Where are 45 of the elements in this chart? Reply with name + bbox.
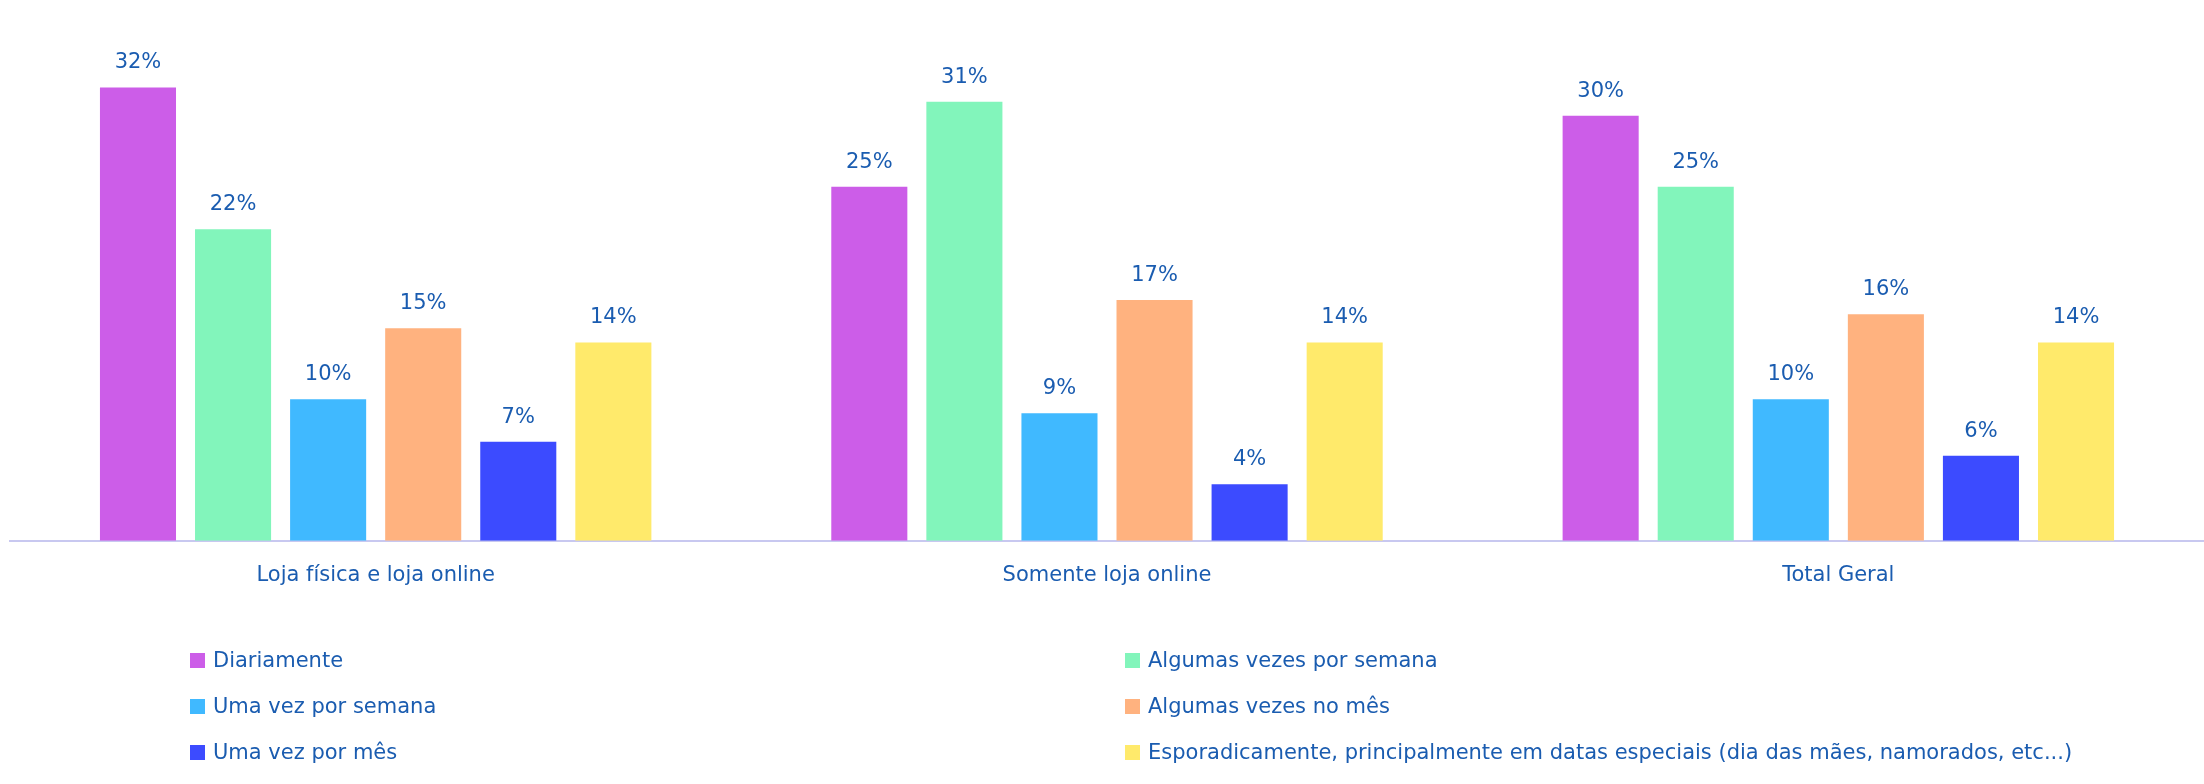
bar <box>1657 186 1734 541</box>
data-label: 14% <box>590 304 637 329</box>
bar <box>575 342 652 541</box>
data-label: 7% <box>501 403 535 428</box>
data-label: 30% <box>1577 77 1624 102</box>
bar <box>1116 299 1193 541</box>
data-label: 10% <box>304 361 352 386</box>
bar <box>480 441 557 541</box>
bar <box>1306 342 1383 541</box>
data-label: 32% <box>114 49 162 74</box>
legend-label: Algumas vezes por semana <box>1148 648 1438 672</box>
bar <box>195 229 272 541</box>
bar <box>290 399 367 541</box>
data-label: 4% <box>1232 446 1267 471</box>
bar <box>1752 399 1829 541</box>
data-label: 16% <box>1862 276 1910 301</box>
x-tick-label: Somente loja online <box>1002 561 1212 586</box>
bar <box>831 186 908 541</box>
data-label: 6% <box>1964 417 1998 442</box>
data-label: 17% <box>1131 261 1178 286</box>
legend-label: Esporadicamente, principalmente em datas especiais (dia das mães, namorados, etc...) <box>1148 740 2073 764</box>
x-tick-label: Loja física e loja online <box>256 561 495 586</box>
bar <box>1021 413 1098 541</box>
legend-label: Diariamente <box>213 648 344 672</box>
x-tick-label: Total Geral <box>1781 561 1895 586</box>
bar <box>1942 455 2019 541</box>
bar <box>1211 484 1288 541</box>
data-label: 25% <box>845 148 893 173</box>
bar <box>385 328 462 541</box>
data-label: 14% <box>2052 304 2100 329</box>
bar <box>2037 342 2115 541</box>
legend-label: Uma vez por mês <box>213 740 398 764</box>
legend-label: Algumas vezes no mês <box>1148 694 1390 718</box>
legend-label: Uma vez por semana <box>213 694 437 718</box>
data-label: 9% <box>1042 375 1077 400</box>
data-label: 25% <box>1672 148 1720 173</box>
data-label: 22% <box>209 191 257 216</box>
data-label: 10% <box>1767 361 1815 386</box>
bar <box>1562 115 1639 541</box>
data-label: 15% <box>399 290 447 315</box>
bar <box>99 87 177 541</box>
bar <box>926 101 1003 541</box>
data-label: 14% <box>1321 304 1369 329</box>
bar <box>1847 314 1924 541</box>
data-label: 31% <box>941 63 988 88</box>
